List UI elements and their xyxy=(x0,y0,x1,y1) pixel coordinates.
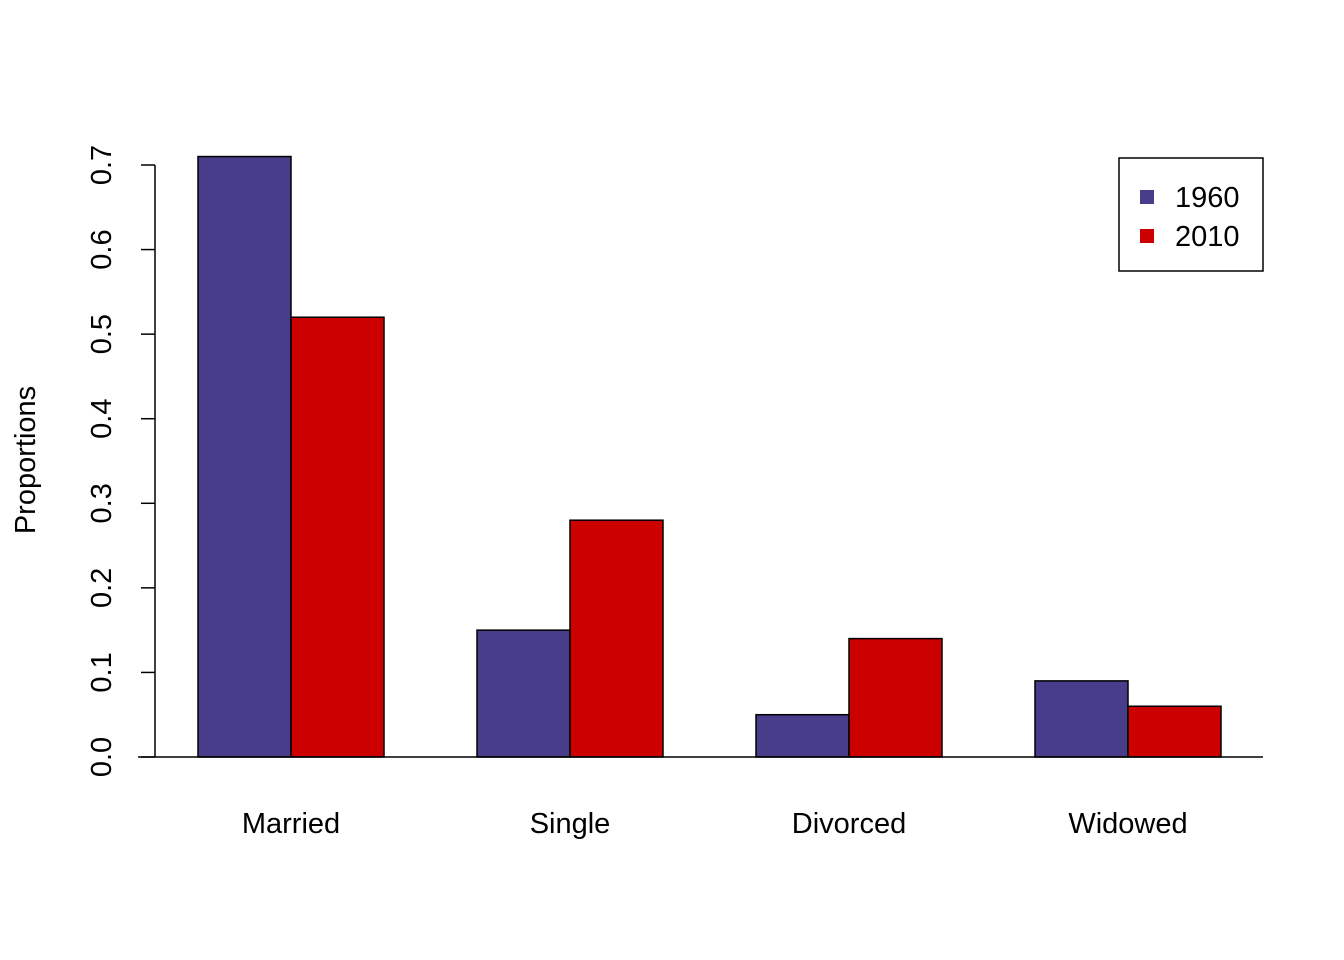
bar-widowed-2010 xyxy=(1127,705,1222,758)
y-axis-title: Proportions xyxy=(10,386,42,534)
y-tick-label: 0.0 xyxy=(86,737,118,777)
legend-label-1960: 1960 xyxy=(1175,182,1240,214)
legend-swatch-2010 xyxy=(1140,229,1154,243)
legend-box xyxy=(1118,157,1264,272)
y-tick-label: 0.4 xyxy=(86,399,118,439)
legend-label-2010: 2010 xyxy=(1175,221,1240,253)
x-tick-label-widowed: Widowed xyxy=(1068,808,1187,840)
legend-swatch-1960 xyxy=(1140,190,1154,204)
y-tick-label: 0.6 xyxy=(86,229,118,269)
x-tick-label-divorced: Divorced xyxy=(792,808,906,840)
y-tick-label: 0.3 xyxy=(86,483,118,523)
x-tick-label-married: Married xyxy=(242,808,340,840)
x-tick-label-single: Single xyxy=(530,808,611,840)
bar-divorced-2010 xyxy=(848,637,943,758)
bar-single-2010 xyxy=(569,519,664,758)
bar-married-2010 xyxy=(290,316,385,758)
bar-single-1960 xyxy=(476,629,571,758)
x-axis: Married Single Divorced Widowed xyxy=(138,756,1263,840)
bar-married-1960 xyxy=(197,155,292,758)
bars xyxy=(197,155,1222,758)
y-tick-label: 0.1 xyxy=(86,652,118,692)
y-tick-label: 0.7 xyxy=(86,145,118,185)
y-tick-label: 0.2 xyxy=(86,568,118,608)
y-axis: 0.0 0.1 0.2 0.3 0.4 0.5 0.6 0.7 xyxy=(86,145,156,777)
y-tick-label: 0.5 xyxy=(86,314,118,354)
bar-divorced-1960 xyxy=(755,713,850,758)
bar-widowed-1960 xyxy=(1034,680,1129,758)
legend: 1960 2010 xyxy=(1118,157,1264,272)
